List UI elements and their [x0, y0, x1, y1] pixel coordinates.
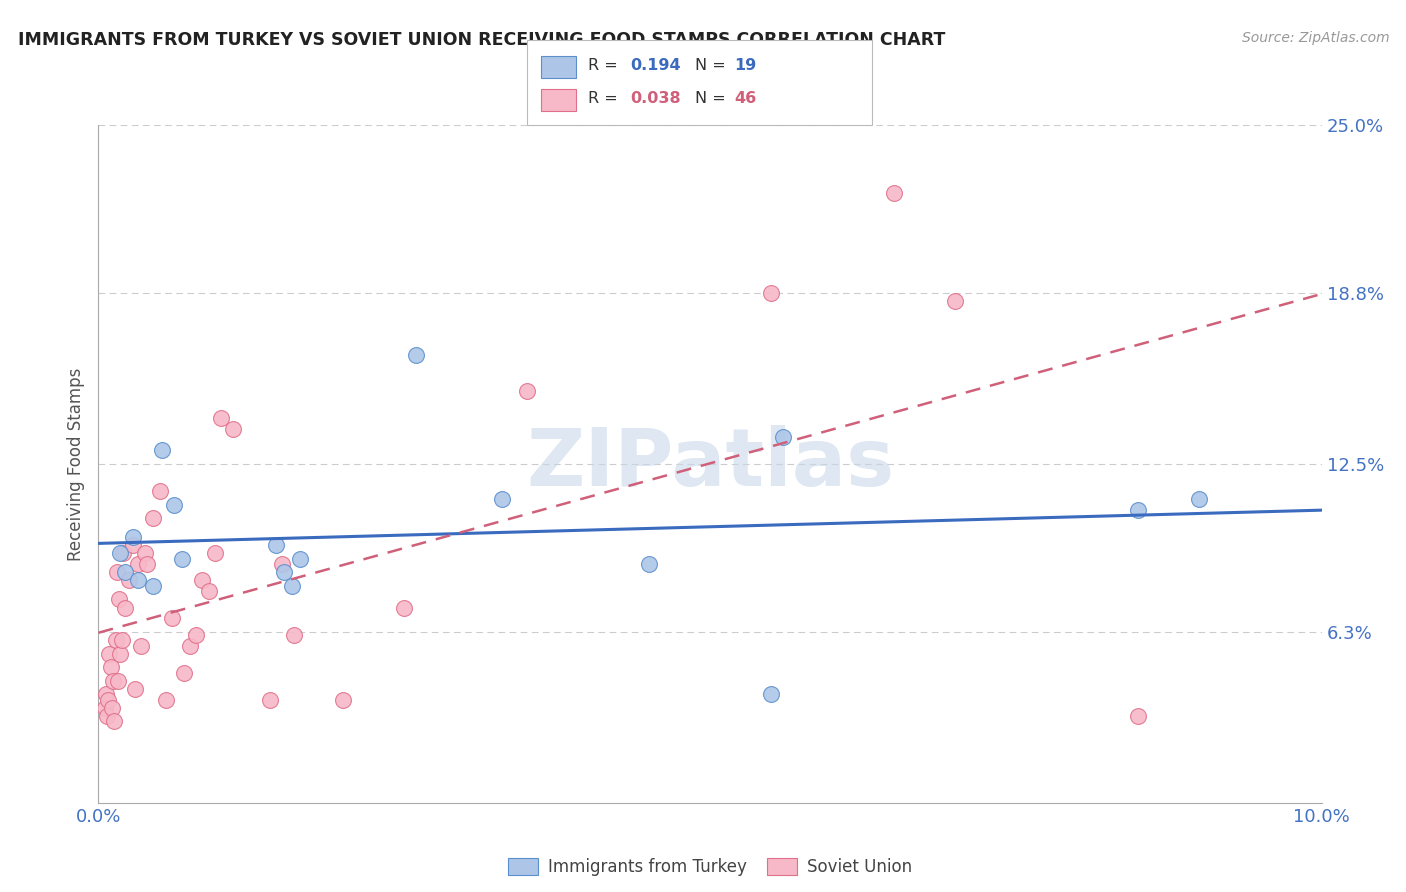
Y-axis label: Receiving Food Stamps: Receiving Food Stamps [67, 368, 86, 560]
Point [761, 687, 783, 701]
Point [98, 647, 121, 661]
Point [270, 557, 294, 571]
Point [134, 546, 156, 560]
Text: R =: R = [588, 91, 623, 105]
Point [638, 557, 661, 571]
Point [392, 600, 416, 615]
Point [273, 566, 295, 580]
Legend: Immigrants from Turkey, Soviet Union: Immigrants from Turkey, Soviet Union [502, 851, 918, 882]
Point [173, 665, 195, 680]
Point [264, 538, 287, 552]
Point [280, 579, 302, 593]
Point [155, 692, 177, 706]
Point [101, 701, 124, 715]
Point [129, 639, 152, 653]
Point [761, 285, 783, 300]
Point [105, 566, 128, 580]
Point [118, 574, 141, 588]
Text: N =: N = [695, 58, 731, 72]
Point [97, 692, 120, 706]
Point [149, 483, 172, 498]
Point [1128, 709, 1150, 723]
Point [150, 443, 173, 458]
Text: 0.194: 0.194 [630, 58, 681, 72]
Point [136, 557, 159, 571]
Point [111, 633, 134, 648]
Point [283, 628, 305, 642]
Text: ZIPatlas: ZIPatlas [526, 425, 894, 503]
Point [103, 714, 125, 729]
Point [121, 530, 143, 544]
Point [209, 410, 232, 425]
Point [1128, 503, 1150, 517]
Point [111, 546, 134, 560]
Point [883, 186, 905, 200]
Point [222, 421, 245, 435]
Point [405, 348, 427, 362]
Text: R =: R = [588, 58, 623, 72]
Point [170, 551, 193, 566]
Point [114, 566, 136, 580]
Point [110, 647, 132, 661]
Point [114, 600, 136, 615]
Point [93, 701, 115, 715]
Point [108, 592, 131, 607]
Point [179, 639, 201, 653]
Point [491, 492, 513, 507]
Point [100, 660, 122, 674]
Point [943, 294, 966, 309]
Point [101, 673, 124, 688]
Point [186, 628, 208, 642]
Point [191, 574, 214, 588]
Point [110, 546, 132, 560]
Point [259, 692, 281, 706]
Point [332, 692, 354, 706]
Point [127, 557, 149, 571]
Text: 0.038: 0.038 [630, 91, 681, 105]
Point [772, 430, 794, 444]
Point [124, 681, 146, 696]
Point [107, 673, 129, 688]
Point [142, 511, 165, 525]
Point [127, 574, 149, 588]
Text: N =: N = [695, 91, 731, 105]
Point [204, 546, 226, 560]
Text: Source: ZipAtlas.com: Source: ZipAtlas.com [1241, 31, 1389, 45]
Point [197, 584, 219, 599]
Text: IMMIGRANTS FROM TURKEY VS SOVIET UNION RECEIVING FOOD STAMPS CORRELATION CHART: IMMIGRANTS FROM TURKEY VS SOVIET UNION R… [18, 31, 946, 49]
Point [163, 498, 186, 512]
Point [104, 633, 127, 648]
Point [290, 551, 312, 566]
Point [121, 538, 143, 552]
Text: 46: 46 [734, 91, 756, 105]
Point [516, 384, 538, 398]
Point [94, 687, 117, 701]
Point [96, 709, 118, 723]
Point [160, 611, 183, 625]
Text: 19: 19 [734, 58, 756, 72]
Point [142, 579, 165, 593]
Point [1188, 492, 1211, 507]
